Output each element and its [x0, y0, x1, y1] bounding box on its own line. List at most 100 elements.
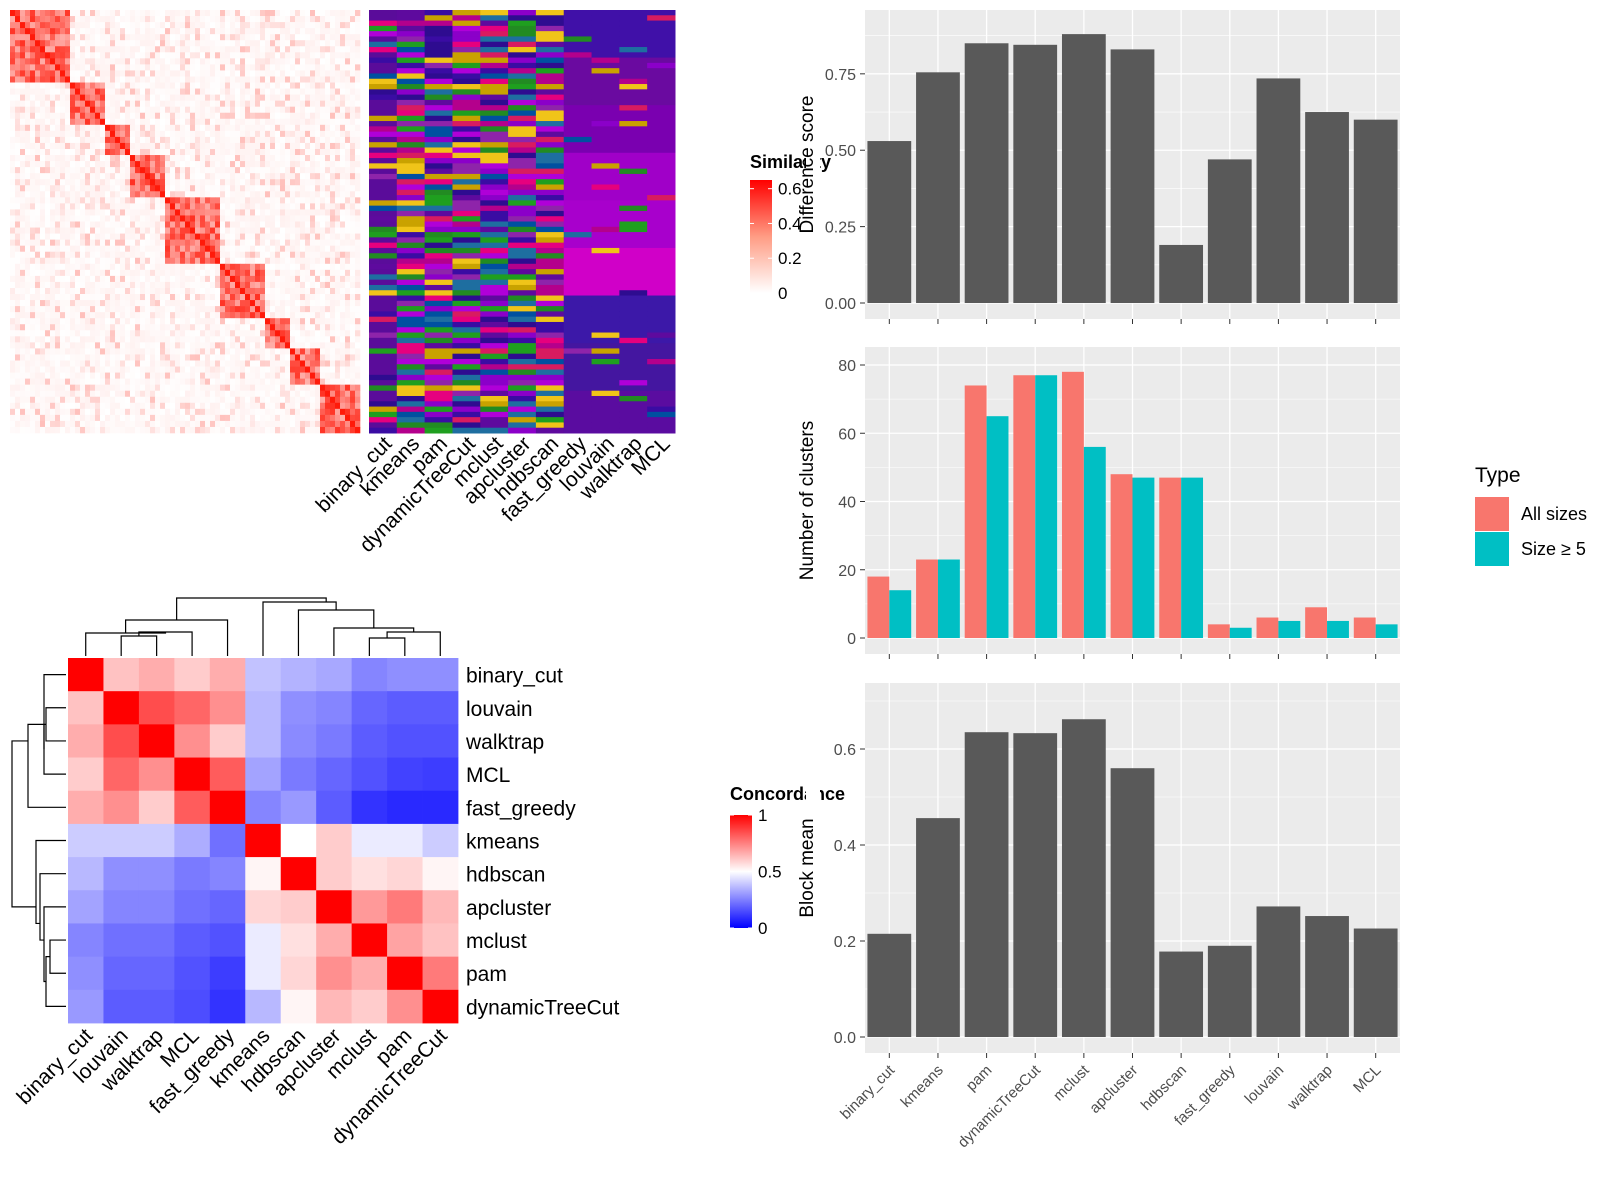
x-tick-label: pam — [963, 1062, 996, 1095]
legend-label-size-ge-5: Size ≥ 5 — [1521, 539, 1586, 559]
concordance-cell — [138, 790, 175, 825]
similarity-legend-tick: 0.2 — [778, 249, 802, 268]
concordance-cell — [422, 890, 459, 924]
concordance-cell — [387, 724, 423, 758]
concordance-cell — [351, 823, 388, 858]
type-legend: Type All sizes Size ≥ 5 — [1475, 464, 1587, 566]
bar — [867, 141, 912, 303]
bar — [1061, 34, 1106, 303]
bar — [1353, 119, 1398, 304]
block-mean-chart: 0.0 0.2 0.4 0.6 Block mean binary_cut kmeans pa… — [797, 683, 1400, 1151]
x-tick-label: kmeans — [898, 1062, 947, 1111]
bar — [1110, 474, 1133, 638]
concordance-cell — [103, 956, 140, 991]
concordance-cell — [351, 857, 388, 891]
concordance-cell — [387, 989, 423, 1024]
bar — [1375, 624, 1398, 638]
concordance-cell — [245, 923, 282, 958]
difference-score-chart: 0.00 0.25 0.50 0.75 Difference score — [797, 10, 1400, 324]
x-tick-label: louvain — [1242, 1062, 1288, 1108]
bar — [1207, 624, 1230, 638]
concordance-cell — [422, 691, 459, 725]
concordance-cell — [174, 989, 211, 1024]
concordance-cell — [209, 757, 246, 792]
concordance-cell — [103, 724, 140, 758]
bar — [1061, 719, 1106, 1037]
concordance-cell — [103, 691, 140, 725]
y-tick-label: 0.25 — [825, 220, 856, 237]
concordance-legend-tick: 0.5 — [758, 863, 782, 882]
row-dendrogram — [11, 673, 66, 1008]
concordance-cell — [174, 823, 211, 858]
bar — [1159, 951, 1204, 1037]
concordance-matrix — [68, 658, 459, 1024]
concordance-row-label: pam — [466, 963, 507, 986]
y-tick-label: 60 — [838, 426, 856, 443]
concordance-cell — [209, 724, 246, 758]
concordance-row-label: dynamicTreeCut — [466, 996, 619, 1019]
bar — [1353, 928, 1398, 1037]
bar — [916, 559, 938, 638]
similarity-legend-bar — [750, 180, 772, 293]
bar — [1181, 477, 1204, 638]
bar — [1327, 620, 1349, 638]
bar — [867, 933, 912, 1037]
legend-swatch-all-sizes — [1475, 497, 1509, 531]
concordance-cell — [245, 956, 282, 991]
bar — [1159, 477, 1182, 638]
concordance-row-label: binary_cut — [466, 665, 563, 688]
concordance-cell — [209, 989, 246, 1024]
concordance-cell — [68, 724, 104, 758]
bar — [1159, 244, 1204, 303]
method-labels: binary_cutkmeanspamdynamicTreeCutmclusta… — [312, 432, 675, 557]
legend-swatch-size-ge-5 — [1475, 532, 1509, 566]
concordance-cell — [316, 823, 353, 858]
concordance-cell — [138, 691, 175, 725]
concordance-cell — [280, 823, 317, 858]
concordance-cell — [351, 790, 388, 825]
concordance-cell — [209, 857, 246, 891]
bar — [1207, 945, 1252, 1037]
concordance-legend-tick: 1 — [758, 806, 767, 825]
concordance-legend-bar — [730, 815, 752, 928]
concordance-cell — [245, 857, 282, 891]
concordance-row-label: louvain — [466, 698, 533, 721]
bar — [986, 416, 1009, 638]
concordance-cell — [209, 956, 246, 991]
bar — [964, 43, 1009, 304]
concordance-cell — [280, 691, 317, 725]
concordance-cell — [68, 691, 104, 725]
y-tick-label: 0.4 — [834, 838, 856, 855]
x-tick-label: walktrap — [1284, 1062, 1336, 1114]
concordance-cell — [351, 989, 388, 1024]
concordance-cell — [245, 757, 282, 792]
concordance-cell — [245, 790, 282, 825]
concordance-row-label: walktrap — [465, 731, 544, 754]
concordance-legend-title: Concordance — [730, 784, 845, 804]
y-tick-label: 20 — [838, 563, 856, 580]
concordance-cell — [138, 890, 175, 924]
concordance-cell — [174, 757, 211, 792]
y-axis-label: Number of clusters — [797, 421, 818, 580]
concordance-cell — [351, 956, 388, 991]
bar — [964, 732, 1009, 1037]
concordance-cell — [103, 757, 140, 792]
concordance-cell — [280, 790, 317, 825]
concordance-cell — [68, 823, 104, 858]
concordance-cell — [316, 956, 353, 991]
y-axis-label: Block mean — [797, 818, 818, 917]
concordance-cell — [422, 857, 459, 891]
concordance-cell — [316, 757, 353, 792]
concordance-cell — [351, 658, 388, 692]
bar — [1013, 733, 1058, 1037]
concordance-cell — [68, 757, 104, 792]
concordance-cell — [174, 890, 211, 924]
concordance-cell — [174, 923, 211, 958]
similarity-legend-ticks: 0.6 0.4 0.2 0 — [750, 180, 802, 303]
concordance-cell — [68, 989, 104, 1024]
y-tick-label: 0 — [847, 631, 856, 648]
bar — [1013, 44, 1058, 304]
concordance-cell — [138, 923, 175, 958]
x-tick-label: MCL — [1350, 1062, 1384, 1096]
